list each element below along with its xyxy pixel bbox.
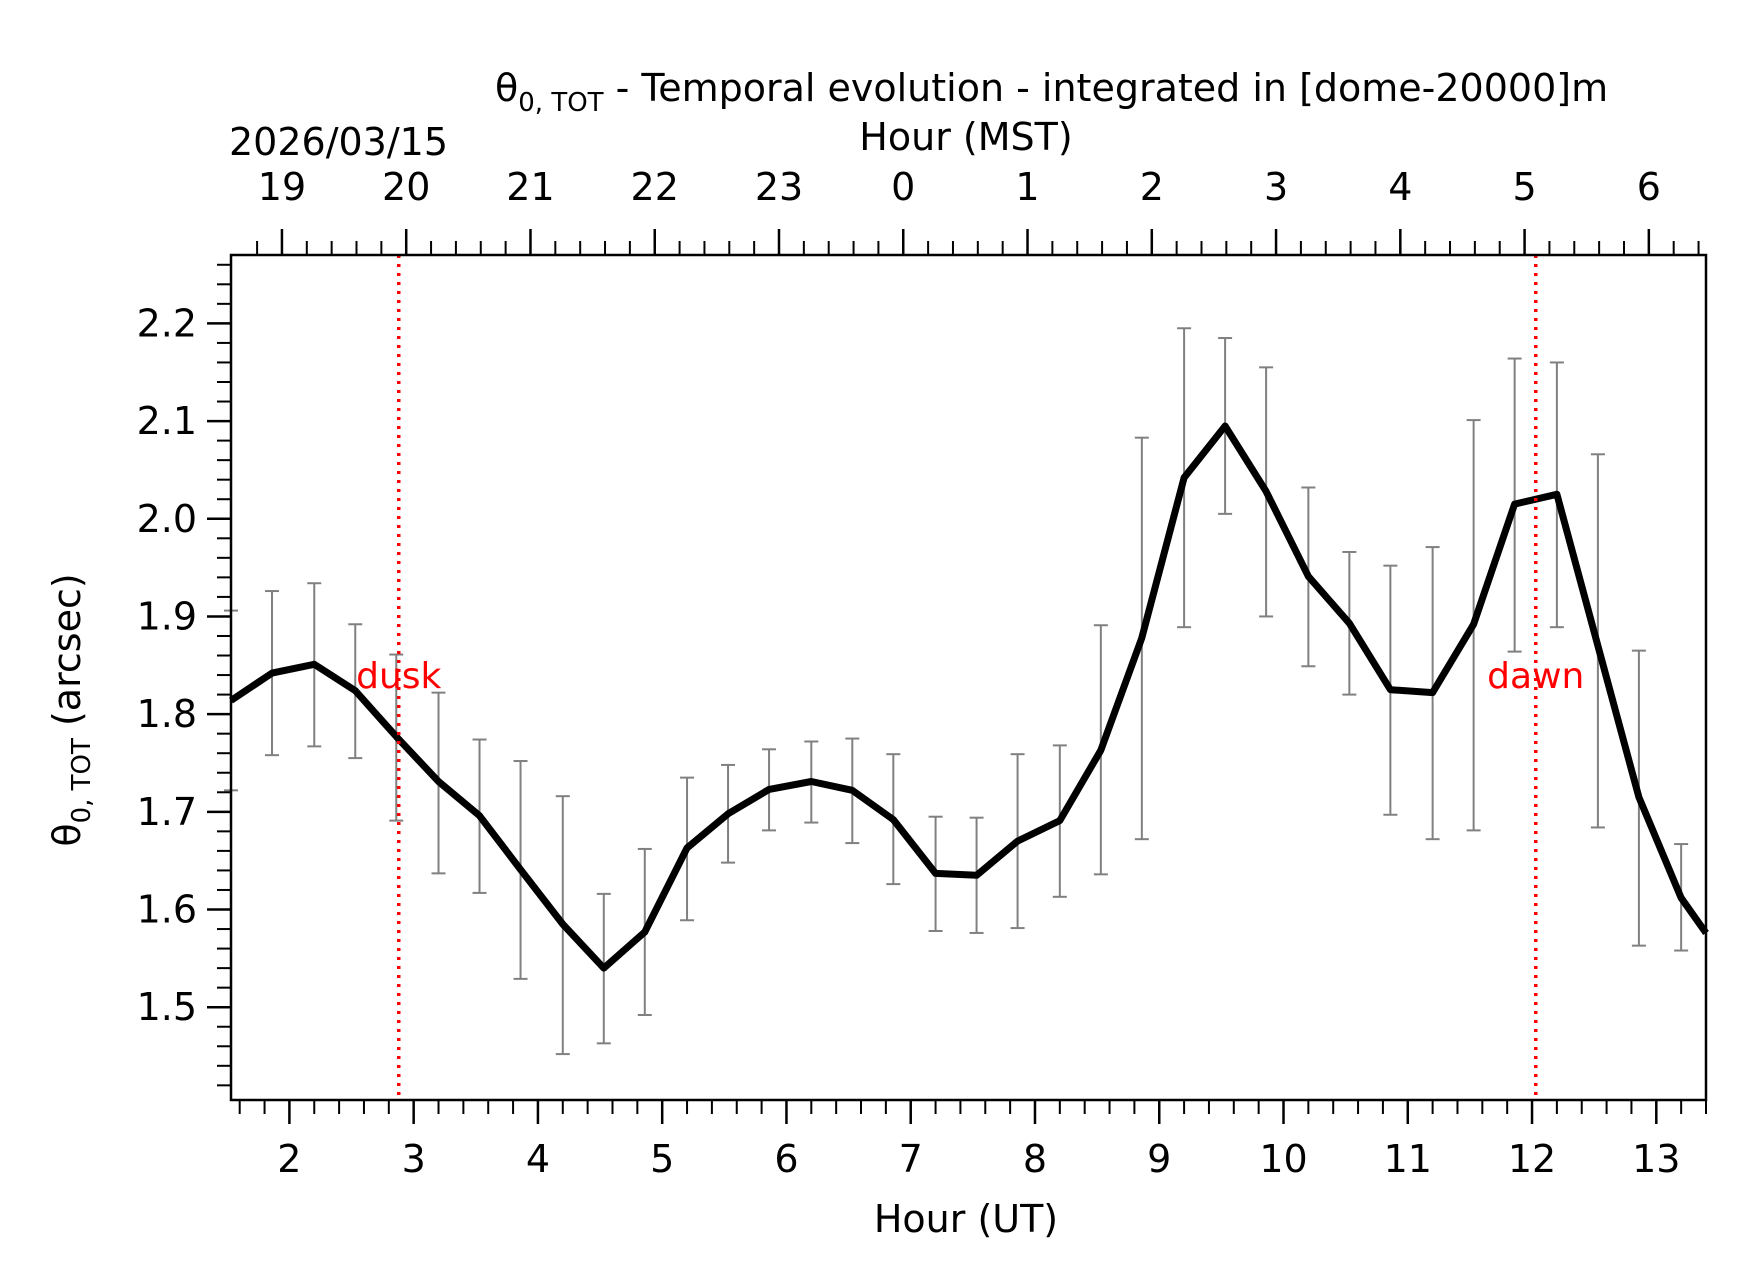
x-top-tick-label: 3 xyxy=(1264,165,1288,209)
y-tick-label: 2.1 xyxy=(137,399,197,443)
x-tick-label: 6 xyxy=(774,1137,798,1181)
x-tick-label: 5 xyxy=(650,1137,674,1181)
x-top-tick-label: 1 xyxy=(1015,165,1039,209)
x-top-tick-label: 23 xyxy=(755,165,803,209)
x-top-tick-label: 0 xyxy=(891,165,915,209)
y-tick-label: 1.7 xyxy=(137,790,197,834)
x-tick-label: 7 xyxy=(899,1137,923,1181)
x-tick-label: 11 xyxy=(1384,1137,1432,1181)
x-top-tick-label: 6 xyxy=(1637,165,1661,209)
series-group xyxy=(229,422,1709,972)
x-tick-label: 2 xyxy=(277,1137,301,1181)
x-axis-label: Hour (UT) xyxy=(874,1197,1058,1241)
x-top-tick-label: 20 xyxy=(382,165,430,209)
y-tick-label: 1.6 xyxy=(137,888,197,932)
x-tick-label: 13 xyxy=(1632,1137,1680,1181)
y-tick-label: 2.0 xyxy=(137,497,197,541)
x-tick-label: 8 xyxy=(1023,1137,1047,1181)
y-tick-label: 1.9 xyxy=(137,594,197,638)
x-top-tick-label: 21 xyxy=(506,165,554,209)
x-tick-label: 9 xyxy=(1147,1137,1171,1181)
x-tick-label: 10 xyxy=(1259,1137,1307,1181)
x-tick-label: 4 xyxy=(526,1137,550,1181)
x-tick-label: 12 xyxy=(1508,1137,1556,1181)
y-tick-label: 1.5 xyxy=(137,985,197,1029)
errorbars-group xyxy=(224,327,1689,1056)
chart-title: θ0, TOT - Temporal evolution - integrate… xyxy=(495,66,1608,118)
y-tick-label: 2.2 xyxy=(137,301,197,345)
x-top-tick-label: 2 xyxy=(1140,165,1164,209)
y-axis-label: θ0, TOT (arcsec) xyxy=(45,573,97,846)
x-top-axis-label: Hour (MST) xyxy=(859,115,1072,159)
x-tick-label: 3 xyxy=(402,1137,426,1181)
date-label: 2026/03/15 xyxy=(229,120,448,164)
x-top-tick-label: 5 xyxy=(1512,165,1536,209)
vline-label-dusk: dusk xyxy=(356,656,441,697)
series-line xyxy=(229,422,1709,972)
x-top-tick-label: 19 xyxy=(258,165,306,209)
x-top-tick-label: 22 xyxy=(631,165,679,209)
plot-frame xyxy=(229,253,1708,1102)
y-tick-label: 1.8 xyxy=(137,692,197,736)
vlines-group: dusk dawn xyxy=(356,255,1584,1100)
vline-label-dawn: dawn xyxy=(1487,656,1584,697)
x-top-tick-label: 4 xyxy=(1388,165,1412,209)
